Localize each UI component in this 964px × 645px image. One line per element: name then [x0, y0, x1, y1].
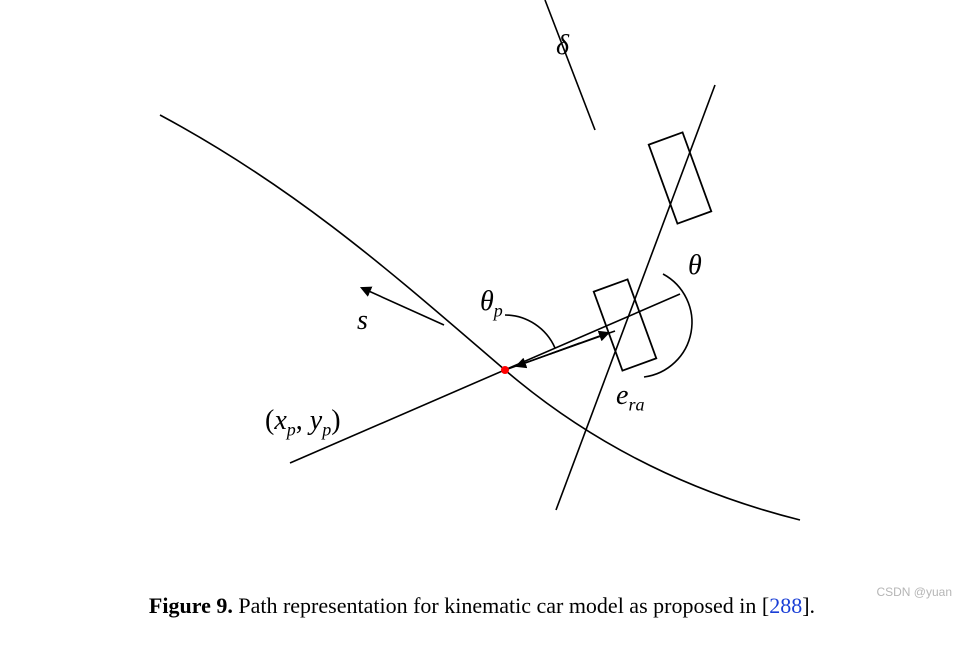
era-base: e: [616, 380, 628, 411]
yp-base: y: [310, 405, 322, 436]
sep: ,: [296, 405, 310, 436]
paren-close: ): [331, 405, 340, 436]
theta-arc: [644, 274, 692, 377]
figure-caption: Figure 9. Path representation for kinema…: [0, 593, 964, 619]
reference-point: [501, 366, 509, 374]
caption-text-after: ].: [802, 593, 815, 618]
label-s: s: [357, 305, 368, 337]
label-thetap: θp: [480, 286, 503, 322]
paren-open: (: [265, 405, 274, 436]
era-arrow-fwd: [550, 333, 608, 354]
thetap-arc: [505, 315, 555, 348]
label-theta: θ: [688, 250, 702, 282]
caption-reference-link[interactable]: 288: [769, 593, 802, 618]
figure-canvas: δ θ θp s era (xp, yp) Figure 9. Path rep…: [0, 0, 964, 645]
yp-sub: p: [322, 420, 331, 440]
xp-sub: p: [287, 420, 296, 440]
thetap-sub: p: [494, 301, 503, 321]
kinematic-diagram-svg: [0, 0, 964, 645]
label-delta: δ: [556, 30, 569, 62]
caption-figure-label: Figure 9.: [149, 593, 233, 618]
delta-reference-line: [545, 0, 595, 130]
caption-text-before: Path representation for kinematic car mo…: [233, 593, 769, 618]
label-xp-yp: (xp, yp): [265, 405, 341, 441]
label-era: era: [616, 380, 644, 416]
thetap-base: θ: [480, 286, 494, 317]
vehicle-axis: [556, 85, 715, 510]
xp-base: x: [274, 405, 286, 436]
watermark-text: CSDN @yuan: [876, 585, 952, 599]
era-sub: ra: [628, 395, 644, 415]
